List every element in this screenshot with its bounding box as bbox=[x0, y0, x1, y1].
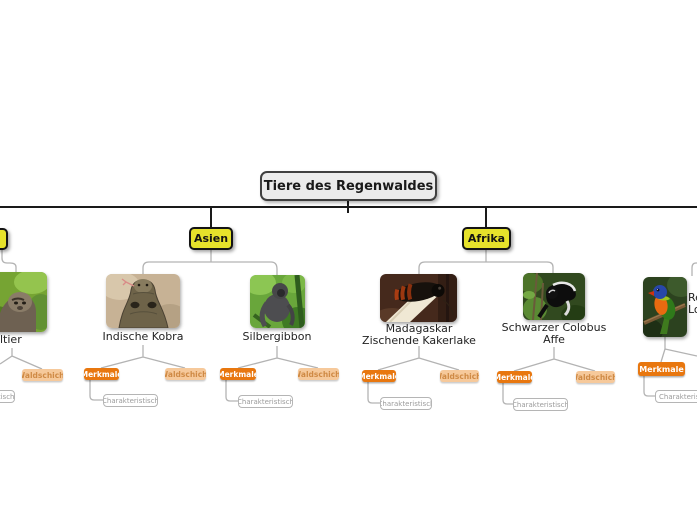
root-title: Tiere des Regenwaldes bbox=[263, 178, 434, 194]
continent-node-asien[interactable]: Asien bbox=[189, 227, 233, 250]
merkmale-node[interactable]: Merkmale bbox=[638, 362, 685, 376]
animal-label-lorikeet[interactable]: Re Lo bbox=[688, 292, 697, 316]
merkmale-node[interactable]: Merkmale bbox=[84, 368, 119, 380]
charakteristisch-node[interactable]: Charakteristisch bbox=[380, 397, 432, 410]
colobus-photo[interactable] bbox=[523, 273, 585, 320]
sloth-photo[interactable] bbox=[0, 272, 47, 332]
continent-node-left-partial[interactable] bbox=[0, 228, 8, 250]
animal-label-line: Affe bbox=[543, 333, 565, 346]
root-node[interactable]: Tiere des Regenwaldes bbox=[260, 171, 437, 201]
gibbon-photo[interactable] bbox=[250, 275, 305, 328]
continent-label: Asien bbox=[193, 232, 229, 245]
charakteristisch-node[interactable]: Charakteristisch bbox=[513, 398, 568, 411]
charakteristisch-node[interactable]: Charakteristisch bbox=[655, 390, 697, 403]
merkmale-node[interactable]: Merkmale bbox=[362, 370, 396, 382]
continent-node-afrika[interactable]: Afrika bbox=[462, 227, 511, 250]
animal-label-colobus[interactable]: Schwarzer Colobus Affe bbox=[494, 322, 614, 346]
cobra-photo[interactable] bbox=[106, 274, 180, 328]
waldschicht-node[interactable]: Waldschicht bbox=[440, 370, 479, 382]
animal-label-line: Schwarzer Colobus bbox=[501, 321, 607, 334]
waldschicht-node[interactable]: Waldschicht bbox=[22, 369, 63, 381]
animal-label-gibbon[interactable]: Silbergibbon bbox=[242, 330, 312, 343]
animal-label-line: Madagaskar bbox=[385, 322, 453, 335]
merkmale-node[interactable]: Merkmale bbox=[497, 371, 532, 383]
waldschicht-node[interactable]: Waldschicht bbox=[298, 368, 339, 380]
animal-label-faultier[interactable]: ltier bbox=[0, 333, 22, 346]
animal-label-line: Re bbox=[688, 291, 697, 304]
animal-label-line: Lo bbox=[688, 303, 697, 316]
animal-label-kobra[interactable]: Indische Kobra bbox=[102, 330, 184, 343]
waldschicht-node[interactable]: Waldschicht bbox=[576, 371, 615, 383]
continent-label: Afrika bbox=[467, 232, 506, 245]
charakteristisch-node[interactable]: Charakteristisch bbox=[103, 394, 158, 407]
merkmale-node[interactable]: Merkmale bbox=[220, 368, 256, 380]
charakteristisch-node[interactable]: Charakteristisch bbox=[238, 395, 293, 408]
animal-label-line: Zischende Kakerlake bbox=[362, 334, 476, 347]
animal-label-kakerlake[interactable]: Madagaskar Zischende Kakerlake bbox=[349, 323, 489, 347]
charakteristisch-node[interactable]: Charakteristisch bbox=[0, 390, 15, 403]
waldschicht-node[interactable]: Waldschicht bbox=[165, 368, 206, 380]
cockroach-photo[interactable] bbox=[380, 274, 457, 322]
lorikeet-photo[interactable] bbox=[643, 277, 687, 337]
